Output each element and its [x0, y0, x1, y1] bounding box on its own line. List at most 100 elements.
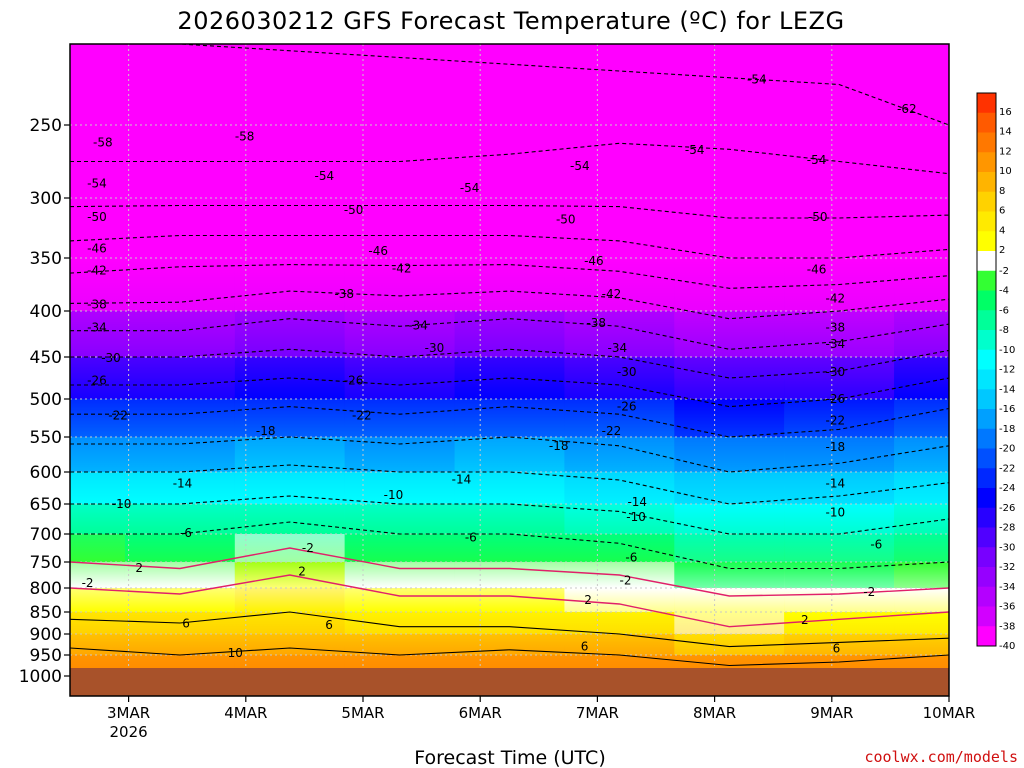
- temperature-cell: [124, 634, 235, 655]
- y-tick-label: 550: [30, 428, 62, 448]
- temperature-cell: [674, 588, 785, 612]
- plot-frame: [69, 43, 950, 697]
- temperature-cell: [454, 588, 565, 612]
- contour-label: -42: [87, 264, 107, 278]
- x-tick-label: 5MAR: [341, 704, 384, 722]
- credit-link[interactable]: coolwx.com/models: [864, 748, 1018, 766]
- temperature-cell: [344, 437, 455, 472]
- temperature-cell: [674, 534, 785, 562]
- contour-label: -18: [256, 424, 276, 438]
- colorbar-label: 6: [999, 206, 1005, 217]
- contour-label: -34: [608, 341, 628, 355]
- colorbar-label: -30: [999, 542, 1015, 553]
- contour-label: -46: [87, 241, 107, 255]
- temperature-cell: [894, 472, 949, 504]
- temperature-cell: [124, 534, 235, 562]
- contour-line: [70, 521, 949, 570]
- y-tick-label: 600: [30, 463, 62, 483]
- contour-line: [70, 406, 949, 438]
- temperature-cell: [70, 258, 125, 311]
- contour-label: -10: [626, 510, 646, 524]
- colorbar-swatch: [977, 132, 996, 153]
- x-tick-label: 3MAR: [107, 704, 150, 722]
- temperature-cell: [234, 612, 345, 634]
- temperature-cell: [894, 311, 949, 357]
- x-tick-label: 10MAR: [923, 704, 976, 722]
- temperature-cell: [784, 634, 895, 655]
- temperature-cell: [344, 588, 455, 612]
- contour-label: -30: [101, 351, 121, 365]
- contour-line: [70, 290, 949, 320]
- contour-label: -34: [408, 319, 428, 333]
- contour-label: -38: [586, 316, 606, 330]
- temperature-cell: [454, 399, 565, 437]
- temperature-cell: [70, 612, 125, 634]
- colorbar-swatch: [977, 567, 996, 588]
- temperature-cell: [454, 437, 565, 472]
- colorbar-swatch: [977, 172, 996, 193]
- contour-label: -50: [556, 213, 576, 227]
- temperature-cell: [564, 44, 675, 125]
- temperature-cell: [234, 472, 345, 504]
- colorbar-swatch: [977, 112, 996, 133]
- contour-line: [70, 377, 949, 408]
- contour-label: -22: [108, 409, 128, 423]
- temperature-cell: [344, 534, 455, 562]
- temperature-cell: [454, 534, 565, 562]
- temperature-cell: [70, 399, 125, 437]
- y-tick-label: 650: [30, 495, 62, 515]
- temperature-cell: [454, 44, 565, 125]
- y-tick-label: 800: [30, 579, 62, 599]
- temperature-cell: [454, 357, 565, 399]
- colorbar-label: -26: [999, 503, 1015, 514]
- colorbar-label: -38: [999, 621, 1015, 632]
- temperature-cell: [454, 198, 565, 258]
- x-tick-label: 4MAR: [224, 704, 267, 722]
- temperature-cell: [234, 588, 345, 612]
- contour-label: -18: [826, 440, 846, 454]
- temperature-cell: [674, 44, 785, 125]
- temperature-cell: [784, 357, 895, 399]
- colorbar-label: -20: [999, 444, 1015, 455]
- temperature-cell: [564, 357, 675, 399]
- temperature-cell: [564, 198, 675, 258]
- plot-area: -58 -58-54-54-54-62-54-54-54-54-50-50-50-…: [70, 44, 949, 696]
- temperature-cell: [894, 588, 949, 612]
- colorbar-label: -14: [999, 384, 1015, 395]
- temperature-cell: [454, 125, 565, 198]
- y-tick-label: 250: [30, 116, 62, 136]
- contour-label: -18: [549, 439, 569, 453]
- chart-title: 2026030212 GFS Forecast Temperature (ºC)…: [177, 7, 844, 35]
- contour-label: -34: [87, 321, 107, 335]
- contour-line: [70, 647, 949, 667]
- contour-line: [70, 44, 949, 126]
- x-tick-label: 9MAR: [810, 704, 853, 722]
- contour-label: -22: [826, 413, 846, 427]
- x-axis-label: Forecast Time (UTC): [414, 747, 605, 768]
- temperature-cell: [344, 562, 455, 588]
- temperature-cell: [674, 562, 785, 588]
- y-tick-label: 450: [30, 348, 62, 368]
- temperature-cell: [894, 198, 949, 258]
- colorbar-swatch: [977, 586, 996, 607]
- colorbar-label: -12: [999, 365, 1015, 376]
- temperature-cell: [70, 198, 125, 258]
- temperature-cell: [234, 504, 345, 534]
- temperature-cell: [124, 472, 235, 504]
- colorbar-swatch: [977, 527, 996, 548]
- temperature-cell: [784, 504, 895, 534]
- contour-label: 6: [833, 642, 841, 656]
- contour-label: 2: [135, 561, 143, 575]
- temperature-cell: [124, 44, 235, 125]
- contour-line: [70, 574, 949, 628]
- contour-label: -54: [87, 176, 107, 190]
- colorbar-label: -34: [999, 582, 1015, 593]
- temperature-cell: [894, 125, 949, 198]
- colorbar-label: 8: [999, 186, 1005, 197]
- y-tick-label: 1000: [19, 667, 62, 687]
- colorbar-label: 2: [999, 245, 1005, 256]
- contour-label: -54: [315, 169, 335, 183]
- x-tick-label: 7MAR: [576, 704, 619, 722]
- colorbar-label: -6: [999, 305, 1009, 316]
- temperature-bands: [70, 44, 949, 676]
